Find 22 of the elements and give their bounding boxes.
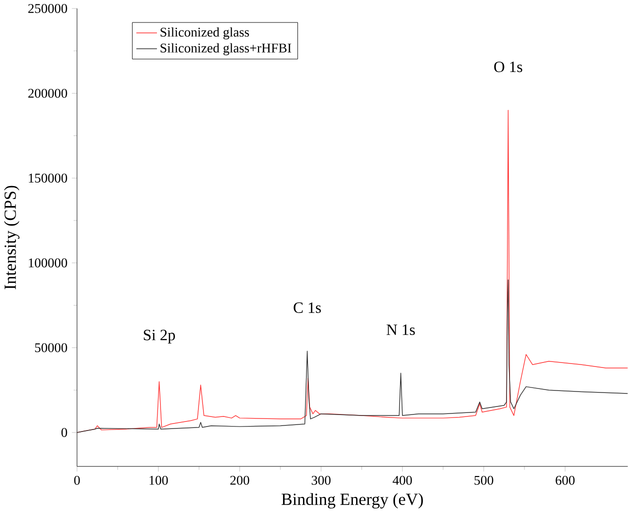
- annotation: C 1s: [294, 302, 321, 314]
- x-tick-label: 600: [556, 476, 575, 486]
- x-tick-label: 0: [74, 476, 80, 486]
- y-tick-label: 250000: [28, 4, 68, 14]
- annotation: Si 2p: [144, 330, 175, 344]
- legend-label: Siliconized glass: [160, 28, 249, 40]
- x-tick-label: 300: [312, 476, 331, 486]
- line-series: [77, 280, 628, 434]
- x-tick-label: 500: [474, 476, 494, 486]
- annotation: O 1s: [494, 62, 522, 72]
- x-axis-title: Binding Energy (eV): [282, 493, 423, 509]
- x-tick-label: 200: [230, 476, 250, 486]
- x-tick-label: 400: [392, 476, 412, 486]
- x-tick-label: 100: [150, 476, 168, 486]
- y-tick-label: 150000: [28, 174, 68, 183]
- y-tick-label: 50000: [35, 343, 68, 352]
- y-tick-label: 200000: [28, 89, 68, 98]
- annotation: N 1s: [386, 324, 415, 336]
- y-tick-label: 0: [61, 428, 68, 438]
- y-axis-title: Intensity (CPS): [4, 186, 20, 290]
- legend-label: Siliconized glass+rHFBI: [160, 43, 292, 56]
- y-tick-label: 100000: [28, 258, 68, 268]
